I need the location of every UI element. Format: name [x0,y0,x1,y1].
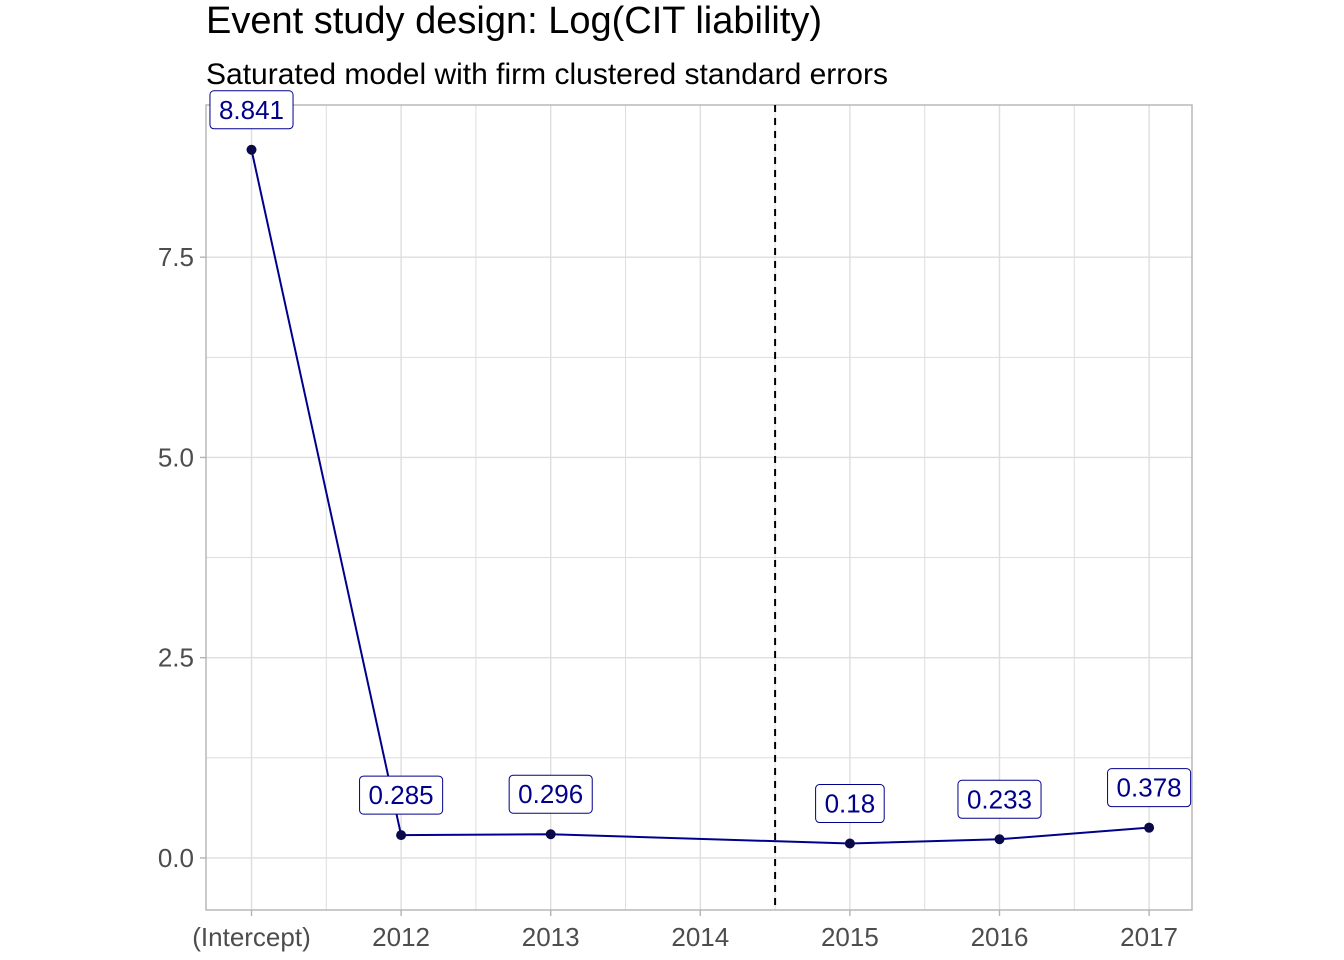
data-label-text: 8.841 [219,95,284,125]
y-tick-label: 2.5 [158,643,194,673]
panel-border [205,104,1193,911]
x-tick-label: 2016 [971,922,1029,952]
data-point [1144,822,1155,833]
data-label-text: 0.285 [369,780,434,810]
x-tick-label: 2014 [671,922,729,952]
chart-subtitle: Saturated model with firm clustered stan… [206,58,888,91]
data-label: 0.18 [815,784,885,824]
data-point [545,829,556,840]
y-tick-label: 0.0 [158,843,194,873]
data-label-box [957,779,1042,819]
data-label-text: 0.18 [825,789,876,819]
data-label-box [359,775,444,815]
grid [205,104,1193,911]
data-label: 0.296 [508,774,593,814]
x-axis: (Intercept) 2012 2013 2014 2015 2016 2017 [192,910,1178,952]
data-label: 0.233 [957,779,1042,819]
data-label-text: 0.378 [1117,773,1182,803]
x-tick-label: 2012 [372,922,430,952]
data-label-box [1107,768,1192,808]
data-label-box [508,774,593,814]
x-tick-label: 2015 [821,922,879,952]
series-line-group [250,149,1150,845]
series-line [250,149,1150,845]
data-label-box [815,784,885,824]
y-axis: 0.0 2.5 5.0 7.5 [158,242,206,873]
x-tick-label: (Intercept) [192,922,311,952]
y-tick-label: 7.5 [158,242,194,272]
chart-title: Event study design: Log(CIT liability) [206,0,822,42]
y-tick-label: 5.0 [158,442,194,472]
x-tick-label: 2017 [1120,922,1178,952]
data-point [844,838,855,849]
data-label: 8.841 [209,90,294,130]
x-tick-label: 2013 [522,922,580,952]
data-point [994,834,1005,845]
data-label-text: 0.296 [518,779,583,809]
data-label-text: 0.233 [967,784,1032,814]
data-label: 0.285 [359,775,444,815]
data-label-box [209,90,294,130]
data-label: 0.378 [1107,768,1192,808]
data-point [396,830,407,841]
data-points [246,144,1155,849]
data-point [246,144,257,155]
data-labels: 8.841 0.285 0.296 0.18 0.233 0.378 [209,90,1192,824]
